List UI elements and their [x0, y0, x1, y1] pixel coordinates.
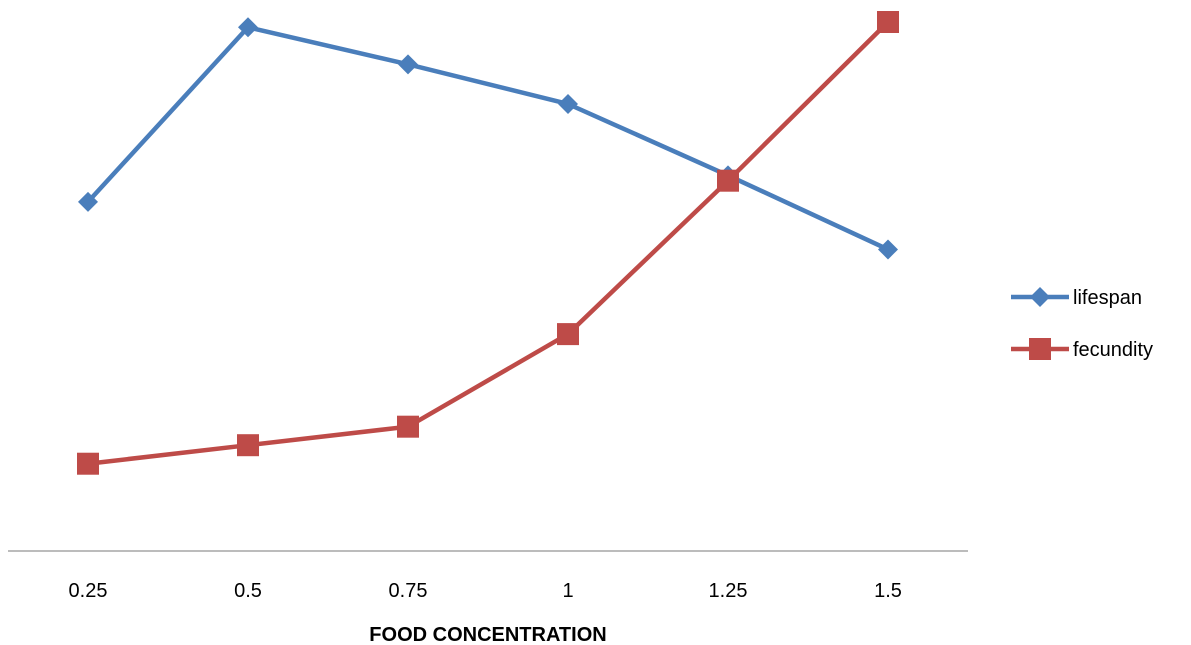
x-axis-label: FOOD CONCENTRATION	[369, 624, 606, 645]
x-tick-label: 1.25	[709, 580, 748, 602]
data-point-fecundity	[397, 415, 419, 438]
data-point-lifespan	[78, 191, 98, 212]
legend: lifespan fecundity	[1011, 287, 1153, 361]
x-tick-labels: 0.25 0.5 0.75 1 1.25 1.5	[69, 580, 902, 602]
x-tick-label: 0.25	[69, 580, 108, 602]
series-line-fecundity	[85, 19, 891, 466]
legend-label-fecundity: fecundity	[1073, 339, 1153, 361]
data-point-fecundity	[877, 11, 899, 33]
data-point-lifespan	[878, 239, 898, 260]
legend-marker-fecundity	[1029, 338, 1051, 360]
data-point-fecundity	[237, 434, 259, 457]
data-point-fecundity	[557, 323, 579, 346]
data-point-lifespan	[238, 17, 258, 38]
legend-label-lifespan: lifespan	[1073, 287, 1142, 309]
series-layer	[77, 11, 899, 475]
x-tick-label: 1	[562, 580, 573, 602]
data-point-fecundity	[77, 452, 99, 475]
data-point-fecundity	[717, 169, 739, 192]
x-tick-label: 0.5	[234, 580, 262, 602]
data-point-lifespan	[398, 54, 418, 75]
legend-marker-lifespan	[1030, 287, 1050, 307]
data-point-lifespan	[558, 93, 578, 114]
x-tick-label: 1.5	[874, 580, 902, 602]
series-line-lifespan	[85, 25, 891, 252]
x-tick-label: 0.75	[389, 580, 428, 602]
